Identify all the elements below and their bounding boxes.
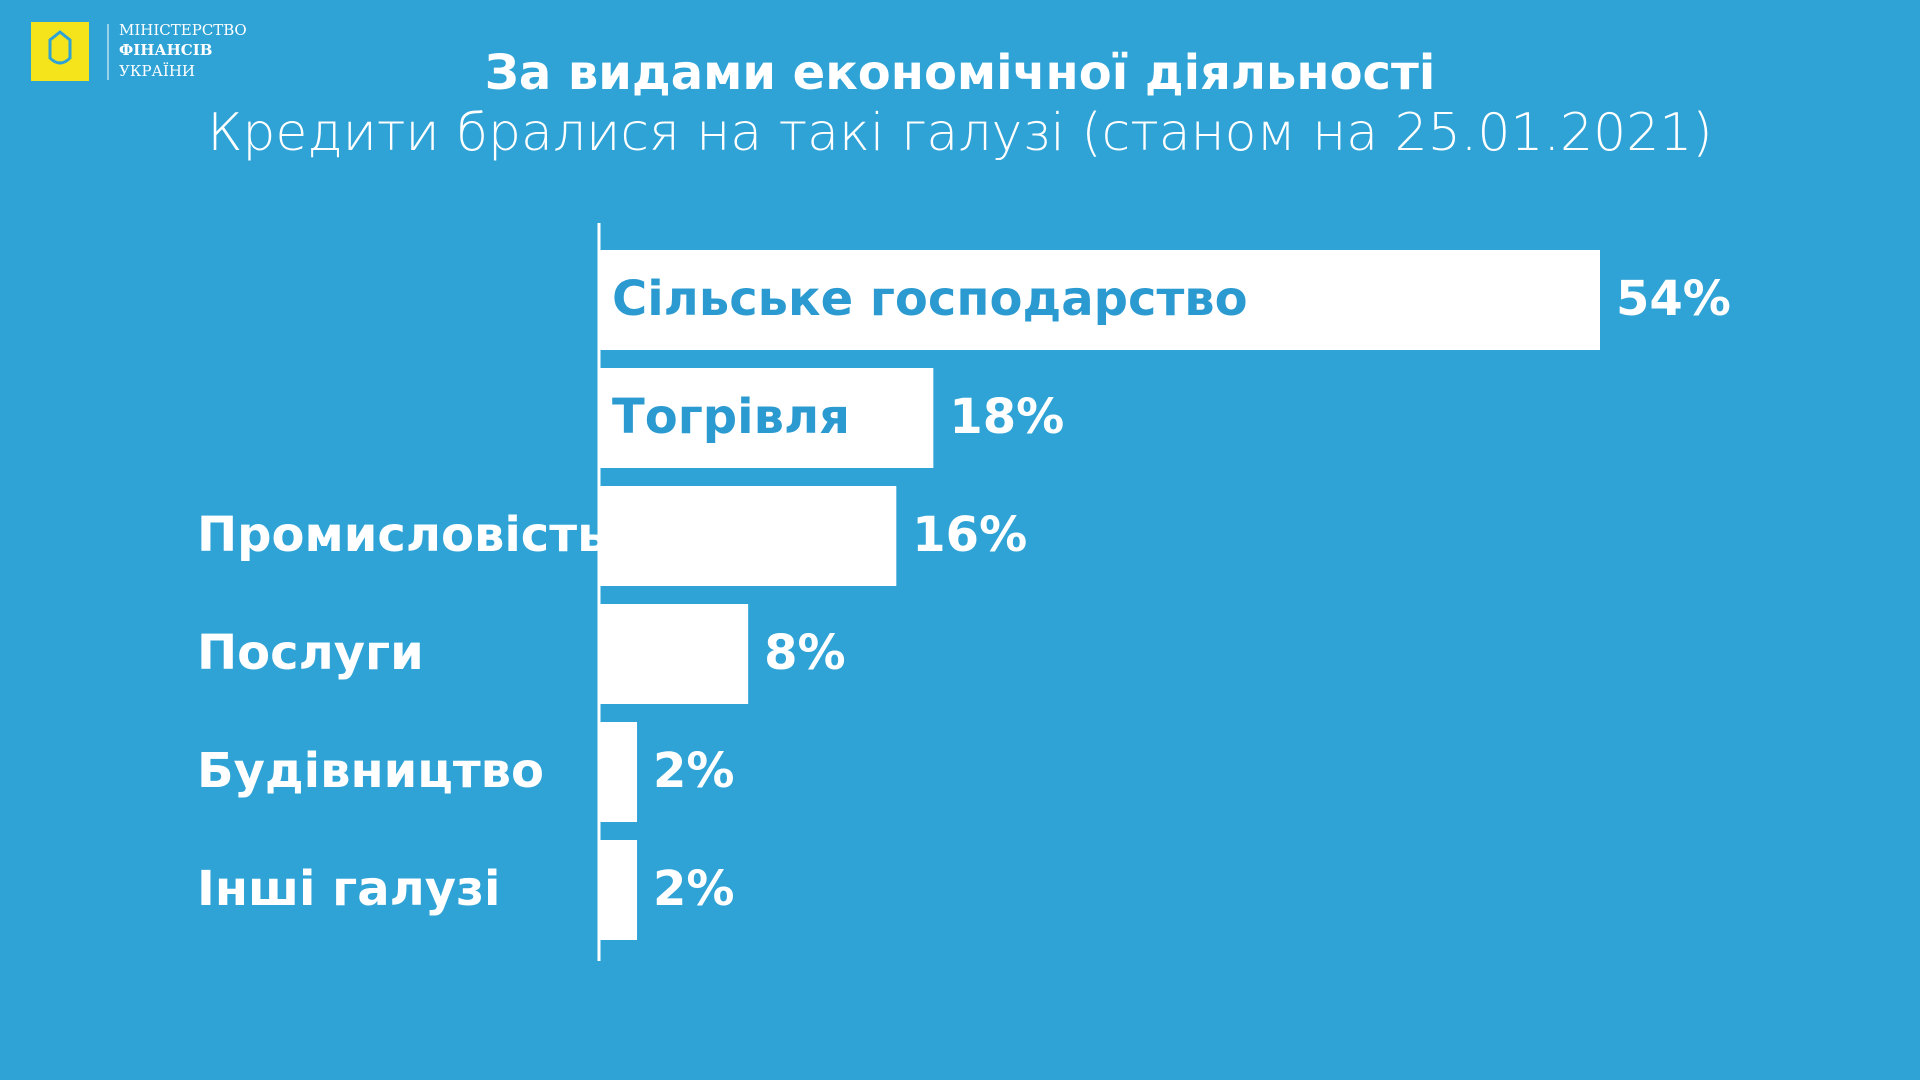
category-label: Інші галузі	[197, 861, 500, 917]
bar	[600, 722, 638, 822]
logo-text: ФІНАНСІВ	[119, 41, 212, 59]
category-label: Сільське господарство	[612, 271, 1248, 327]
logo-emblem	[48, 30, 72, 65]
logo-text: УКРАЇНИ	[119, 62, 195, 80]
bar	[600, 604, 749, 704]
category-label: Промисловість	[197, 507, 607, 563]
bar	[600, 840, 638, 940]
value-label: 8%	[764, 625, 846, 681]
bar	[600, 368, 934, 468]
chart-title: За видами економічної діяльності	[485, 45, 1436, 101]
bar	[600, 250, 1600, 350]
category-label: Послуги	[197, 625, 424, 681]
category-label: Тогрівля	[612, 389, 850, 445]
bar	[600, 486, 897, 586]
value-label: 18%	[949, 389, 1064, 445]
value-label: 2%	[653, 861, 735, 917]
value-label: 2%	[653, 743, 735, 799]
value-label: 16%	[912, 507, 1027, 563]
value-label: 54%	[1616, 271, 1731, 327]
category-label: Будівництво	[197, 743, 544, 799]
logo: МІНІСТЕРСТВО ФІНАНСІВ УКРАЇНИ	[31, 21, 247, 81]
logo-text: МІНІСТЕРСТВО	[119, 21, 247, 39]
chart-subtitle: Кредити бралися на такі галузі (станом н…	[207, 103, 1712, 163]
